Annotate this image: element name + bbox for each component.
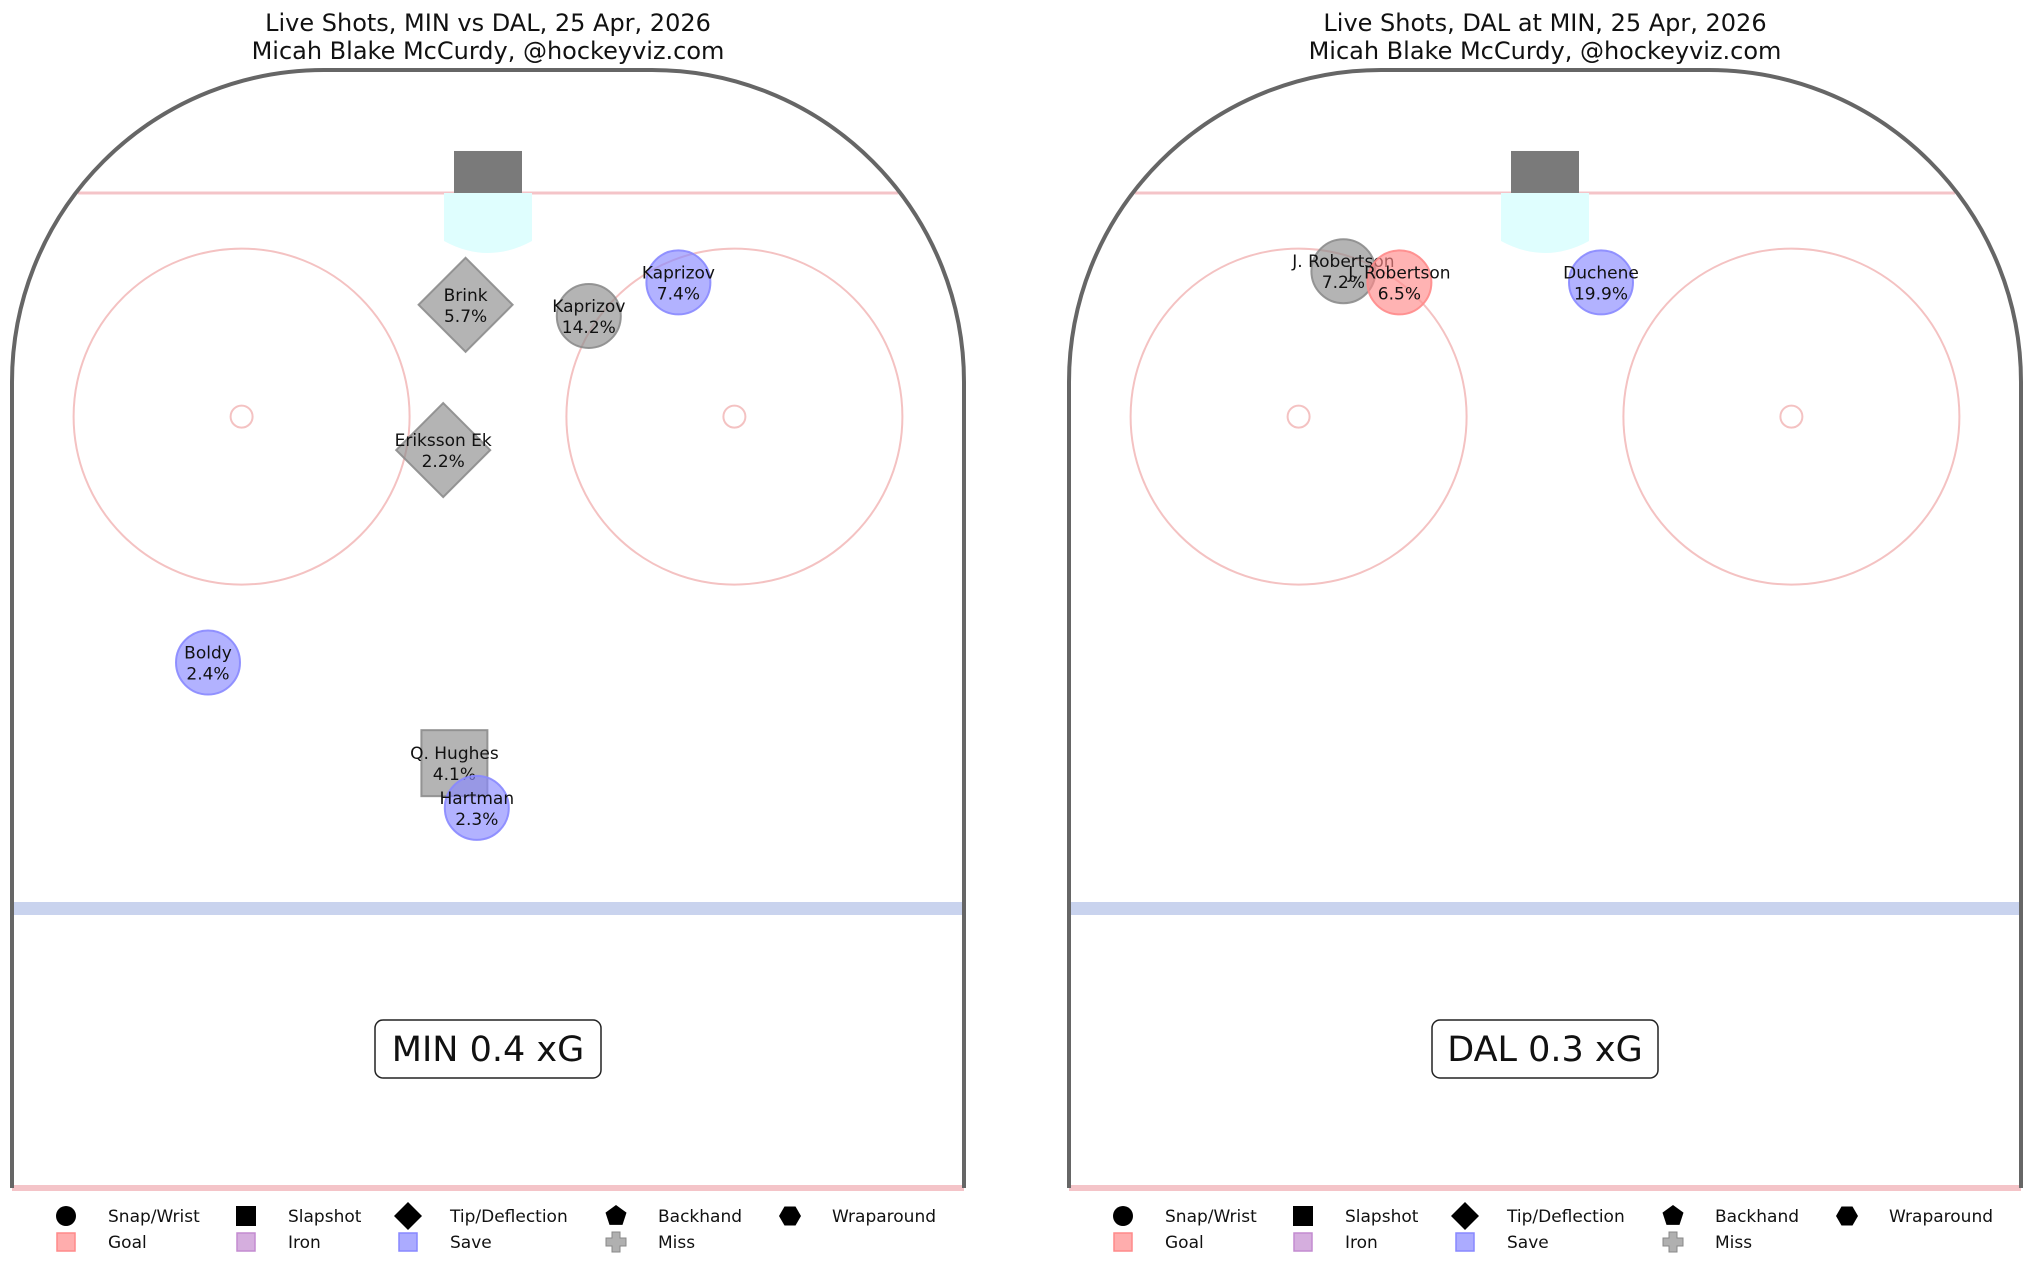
shot-circle (1366, 249, 1433, 316)
faceoff-circle-left (72, 247, 411, 586)
team-xg-box (374, 1019, 602, 1079)
shot-player-label: Duchene (1563, 263, 1639, 283)
faceoff-circle-left (1129, 247, 1468, 586)
shot-xg-label: 2.2% (422, 452, 465, 472)
square-icon (236, 1206, 256, 1226)
shot-xg-label: 7.4% (657, 284, 700, 304)
rink-panel-dal: Live Shots, DAL at MIN, 25 Apr, 2026Mica… (1067, 9, 2023, 1253)
faceoff-circle-right (1622, 247, 1961, 586)
circle-icon (56, 1206, 76, 1226)
square-swatch-icon (398, 1232, 418, 1252)
goal-crease (1501, 192, 1589, 253)
legend-result-label: Goal (108, 1233, 147, 1253)
legend-shot-type-label: Slapshot (1345, 1207, 1419, 1227)
shot-xg-label: 5.7% (444, 307, 487, 327)
legend-shot-type-label: Tip/Deflection (1506, 1207, 1625, 1227)
square-swatch-icon (1455, 1232, 1475, 1252)
chart-subtitle: Micah Blake McCurdy, @hockeyviz.com (1309, 37, 1782, 65)
faceoff-dot (229, 404, 254, 429)
shot-circle (645, 249, 712, 316)
square-swatch-icon (1113, 1232, 1133, 1252)
shot-diamond (417, 256, 515, 354)
legend-shot-type-label: Tip/Deflection (449, 1207, 568, 1227)
shot-diamond (394, 401, 492, 499)
goal-crease (444, 192, 532, 253)
team-xg-label: MIN 0.4 xG (392, 1030, 584, 1070)
team-xg-box (1431, 1019, 1659, 1079)
diamond-icon (1451, 1202, 1479, 1230)
faceoff-dot (722, 404, 747, 429)
faceoff-dot (1286, 404, 1311, 429)
shot-player-label: J. Robertson (1291, 252, 1394, 272)
shot-circle (443, 774, 510, 841)
diamond-icon (394, 1202, 422, 1230)
goal-net (454, 150, 522, 193)
legend-shot-type-label: Wraparound (832, 1207, 936, 1227)
rink-panel-min: Live Shots, MIN vs DAL, 25 Apr, 2026Mica… (10, 9, 966, 1253)
square-swatch-icon (1293, 1232, 1313, 1252)
team-xg-label: DAL 0.3 xG (1447, 1030, 1643, 1070)
legend-result-label: Iron (288, 1233, 321, 1253)
legend-result-label: Goal (1165, 1233, 1204, 1253)
shot-xg-label: 2.4% (186, 665, 229, 685)
chart-subtitle: Micah Blake McCurdy, @hockeyviz.com (252, 37, 725, 65)
shot-player-label: Kaprizov (642, 263, 715, 283)
goal-net (1511, 150, 1579, 193)
shot-circle (175, 629, 241, 696)
faceoff-dot (1779, 404, 1804, 429)
square-icon (1293, 1206, 1313, 1226)
shot-player-label: Eriksson Ek (395, 431, 492, 451)
legend-shot-type-label: Snap/Wrist (108, 1207, 200, 1227)
legend-result-label: Save (1507, 1233, 1549, 1253)
square-swatch-icon (236, 1232, 256, 1252)
square-swatch-icon (56, 1232, 76, 1252)
shot-xg-label: 2.3% (455, 810, 498, 830)
legend-result-label: Iron (1345, 1233, 1378, 1253)
hexagon-icon (1836, 1206, 1858, 1226)
shot-player-label: Boldy (184, 644, 232, 664)
shot-player-label: Kaprizov (552, 297, 625, 317)
shot-player-label: Brink (444, 286, 488, 306)
faceoff-circle-right (565, 247, 904, 586)
shot-circle (555, 282, 622, 349)
chart-title: Live Shots, DAL at MIN, 25 Apr, 2026 (1323, 9, 1766, 37)
shot-xg-label: 14.2% (562, 318, 616, 338)
legend: Snap/Wrist Slapshot Tip/Deflection Backhand… (1113, 1202, 1993, 1253)
legend-shot-type-label: Wraparound (1889, 1207, 1993, 1227)
chart-title: Live Shots, MIN vs DAL, 25 Apr, 2026 (265, 9, 711, 37)
shot-xg-label: 19.9% (1574, 284, 1628, 304)
pentagon-icon (1662, 1205, 1684, 1225)
shot-xg-label: 6.5% (1378, 284, 1421, 304)
shot-circle (1568, 249, 1634, 316)
legend-shot-type-label: Backhand (1715, 1207, 1799, 1227)
shot-player-label: J. Robertson (1347, 263, 1450, 283)
shot-player-label: Hartman (439, 789, 514, 809)
pentagon-icon (605, 1205, 627, 1225)
shot-xg-label: 7.2% (1322, 273, 1365, 293)
plus-icon (605, 1231, 627, 1253)
rink-boards (10, 68, 966, 1188)
legend-result-label: Save (450, 1233, 492, 1253)
legend: Snap/Wrist Slapshot Tip/Deflection Backhand… (56, 1202, 936, 1253)
shot-player-label: Q. Hughes (410, 744, 499, 764)
legend-shot-type-label: Snap/Wrist (1165, 1207, 1257, 1227)
legend-result-label: Miss (1715, 1233, 1752, 1253)
plus-icon (1662, 1231, 1684, 1253)
hexagon-icon (779, 1206, 801, 1226)
shot-marker[interactable]: Eriksson Ek2.2% (394, 401, 492, 499)
legend-shot-type-label: Backhand (658, 1207, 742, 1227)
rink-boards (1067, 68, 2023, 1188)
legend-result-label: Miss (658, 1233, 695, 1253)
legend-shot-type-label: Slapshot (288, 1207, 362, 1227)
circle-icon (1113, 1206, 1133, 1226)
